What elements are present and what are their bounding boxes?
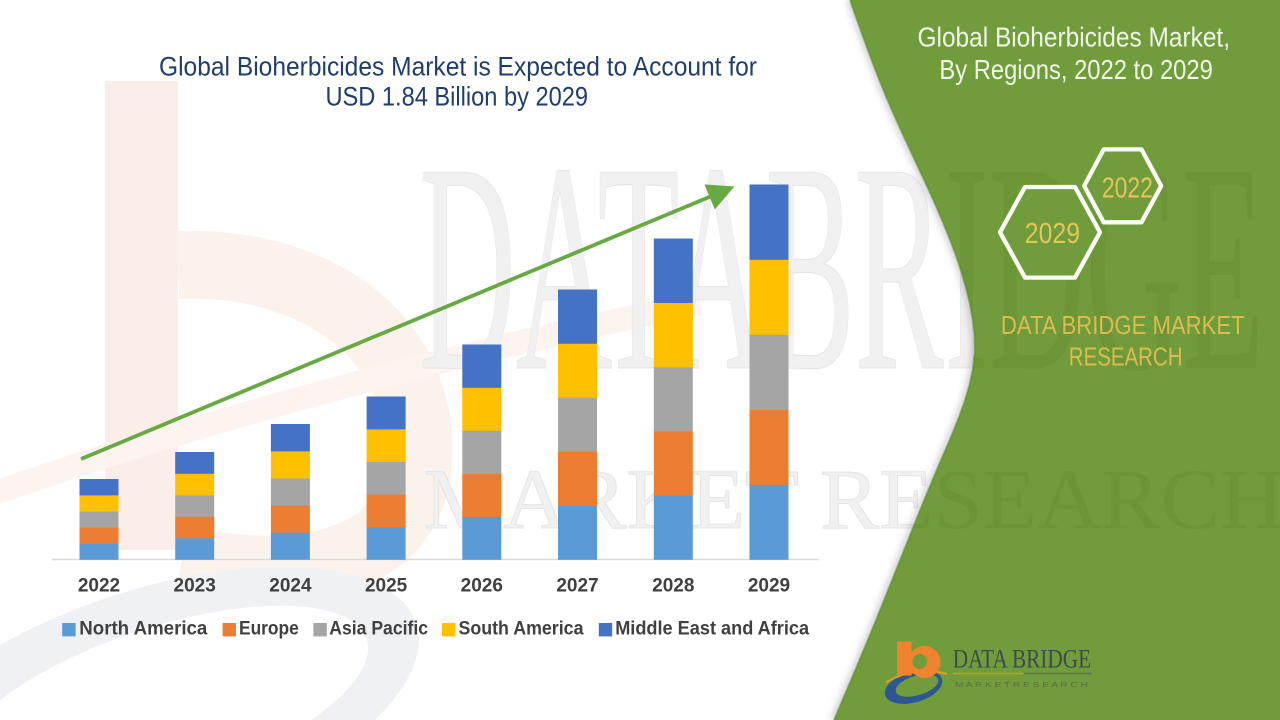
- svg-text:2025: 2025: [365, 576, 408, 597]
- svg-text:Global Bioherbicides Market,: Global Bioherbicides Market,: [918, 22, 1231, 53]
- svg-text:RESEARCH: RESEARCH: [1069, 342, 1183, 372]
- svg-text:Global Bioherbicides Market is: Global Bioherbicides Market is Expected …: [159, 52, 757, 82]
- svg-text:2022: 2022: [78, 576, 120, 597]
- svg-text:Middle East and Africa: Middle East and Africa: [615, 619, 809, 640]
- svg-text:M A R K E T R E S E A R C H: M A R K E T R E S E A R C H: [955, 680, 1088, 689]
- svg-text:2022: 2022: [1102, 172, 1153, 204]
- svg-text:2029: 2029: [748, 576, 790, 597]
- svg-text:Europe: Europe: [239, 619, 299, 640]
- svg-text:South America: South America: [459, 619, 584, 640]
- svg-text:2026: 2026: [461, 576, 503, 597]
- svg-text:2027: 2027: [556, 576, 598, 597]
- svg-text:DATA BRIDGE MARKET: DATA BRIDGE MARKET: [1001, 310, 1245, 340]
- svg-text:2029: 2029: [1025, 218, 1080, 250]
- svg-text:2023: 2023: [174, 576, 216, 597]
- svg-text:DATA BRIDGE: DATA BRIDGE: [953, 645, 1091, 674]
- svg-text:By Regions, 2022 to 2029: By Regions, 2022 to 2029: [939, 54, 1212, 85]
- svg-text:USD 1.84 Billion by 2029: USD 1.84 Billion by 2029: [326, 82, 589, 112]
- svg-text:Asia Pacific: Asia Pacific: [329, 619, 428, 640]
- svg-text:2028: 2028: [652, 576, 694, 597]
- svg-text:2024: 2024: [269, 576, 312, 597]
- svg-text:North America: North America: [79, 619, 207, 640]
